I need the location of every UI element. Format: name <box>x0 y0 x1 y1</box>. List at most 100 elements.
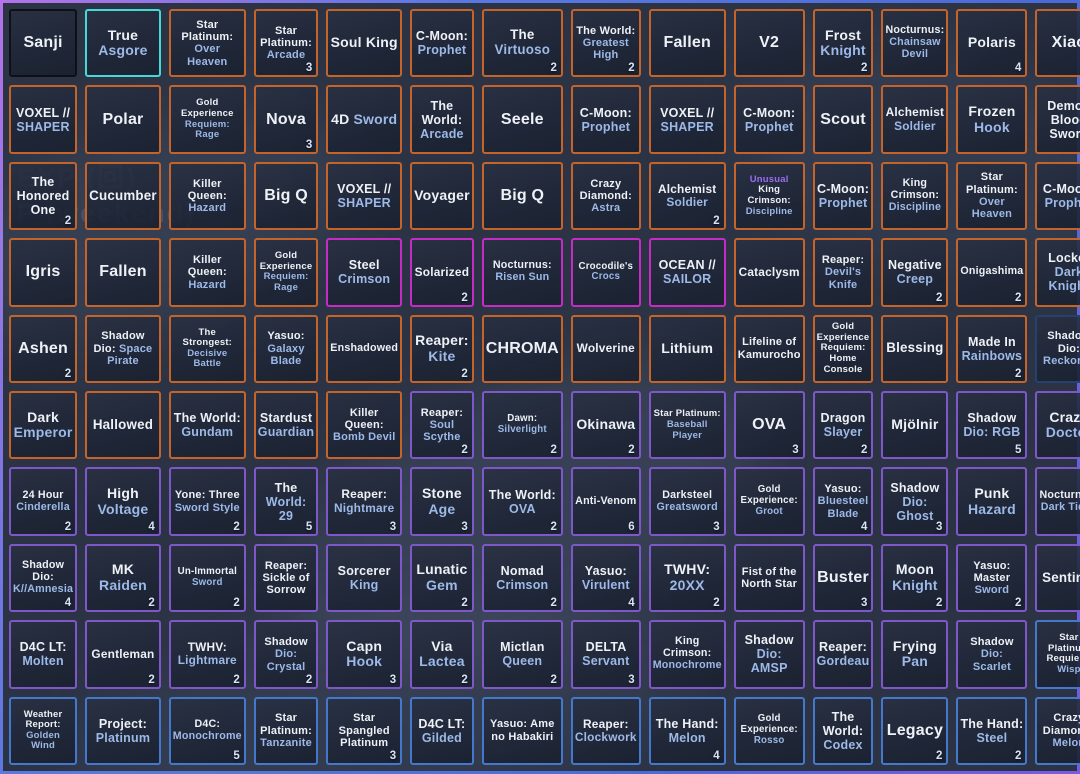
inventory-tile[interactable]: Weather Report: Golden Wind <box>9 696 78 765</box>
inventory-tile[interactable]: DELTA Servant 3 <box>570 620 641 689</box>
inventory-tile[interactable]: Gold Experience Requiem: Rage <box>168 85 246 154</box>
inventory-tile[interactable]: High Voltage 4 <box>85 467 161 536</box>
inventory-tile[interactable]: Yone: Three Sword Style 2 <box>168 467 246 536</box>
inventory-tile[interactable]: Gold Experience: Rosso <box>733 696 805 765</box>
inventory-tile[interactable]: Xiao <box>1035 9 1080 78</box>
inventory-tile[interactable]: Killer Queen: Bomb Devil <box>326 391 403 460</box>
inventory-tile[interactable]: Frost Knight 2 <box>812 9 874 78</box>
inventory-tile[interactable]: Fallen <box>85 238 161 307</box>
inventory-tile[interactable]: King Crimson: Monochrome <box>648 620 726 689</box>
inventory-tile[interactable]: OCEAN // SAILOR <box>648 238 726 307</box>
inventory-tile[interactable]: The World: Codex <box>812 696 874 765</box>
inventory-tile[interactable]: D4C: Monochrome 5 <box>168 696 246 765</box>
inventory-tile[interactable]: 24 Hour Cinderella 2 <box>9 467 78 536</box>
inventory-tile[interactable]: D4C LT: Molten <box>9 620 78 689</box>
inventory-tile[interactable]: Darksteel Greatsword 3 <box>648 467 726 536</box>
inventory-tile[interactable]: Yasuo: Virulent 4 <box>570 543 641 613</box>
inventory-tile[interactable]: VOXEL // SHAPER <box>648 85 726 154</box>
inventory-tile[interactable]: Steel Crimson <box>326 238 403 307</box>
inventory-tile[interactable]: VOXEL // SHAPER <box>9 85 78 154</box>
inventory-tile[interactable]: Lithium <box>648 314 726 383</box>
inventory-tile[interactable]: Blessing <box>881 314 949 383</box>
inventory-tile[interactable]: Star Platinum Requiem: Wisp <box>1035 620 1080 689</box>
inventory-tile[interactable]: Made In Rainbows 2 <box>956 314 1028 383</box>
inventory-tile[interactable]: The Hand: Melon 4 <box>648 696 726 765</box>
inventory-tile[interactable]: Moon Knight 2 <box>881 543 949 613</box>
inventory-tile[interactable]: Nocturnus: Chainsaw Devil <box>881 9 949 78</box>
inventory-tile[interactable]: Project: Platinum <box>85 696 161 765</box>
inventory-tile[interactable]: Killer Queen: Hazard <box>168 238 246 307</box>
inventory-tile[interactable]: C-Moon: Prophet <box>570 85 641 154</box>
inventory-tile[interactable]: Shadow Dio: Space Pirate <box>85 314 161 383</box>
inventory-tile[interactable]: Fist of the North Star <box>733 543 805 613</box>
inventory-tile[interactable]: Crazy Diamond: Astra <box>570 161 641 231</box>
inventory-tile[interactable]: The World: Gundam <box>168 391 246 460</box>
inventory-tile[interactable]: Enshadowed <box>326 314 403 383</box>
inventory-tile[interactable]: Shadow Dio: Ghost 3 <box>881 467 949 536</box>
inventory-tile[interactable]: Cataclysm <box>733 238 805 307</box>
inventory-tile[interactable]: Yasuo: Galaxy Blade <box>253 314 319 383</box>
inventory-tile[interactable]: King Crimson: Discipline <box>881 161 949 231</box>
inventory-tile[interactable]: Capn Hook 3 <box>326 620 403 689</box>
inventory-tile[interactable]: Nomad Crimson 2 <box>481 543 563 613</box>
inventory-tile[interactable]: TWHV: 20XX 2 <box>648 543 726 613</box>
inventory-tile[interactable]: The Virtuoso 2 <box>481 9 563 78</box>
inventory-tile[interactable]: Star Platinum: Baseball Player <box>648 391 726 460</box>
inventory-tile[interactable]: Big Q <box>481 161 563 231</box>
inventory-tile[interactable]: Shadow Dio: RGB 5 <box>956 391 1028 460</box>
inventory-tile[interactable]: Big Q <box>253 161 319 231</box>
inventory-tile[interactable]: Frying Pan <box>881 620 949 689</box>
inventory-tile[interactable]: Lifeline of Kamurocho <box>733 314 805 383</box>
inventory-tile[interactable]: Star Spangled Platinum 3 <box>326 696 403 765</box>
inventory-tile[interactable]: Killer Queen: Hazard <box>168 161 246 231</box>
inventory-tile[interactable]: The World: Arcade <box>410 85 474 154</box>
inventory-tile[interactable]: Fallen <box>648 9 726 78</box>
inventory-tile[interactable]: Hallowed <box>85 391 161 460</box>
inventory-tile[interactable]: C-Moon: Prophet <box>733 85 805 154</box>
inventory-tile[interactable]: Sentinel 3 <box>1035 543 1080 613</box>
inventory-tile[interactable]: Reaper: Nightmare 3 <box>326 467 403 536</box>
inventory-tile[interactable]: Punk Hazard <box>956 467 1028 536</box>
inventory-tile[interactable]: Crazy Doctor 2 <box>1035 391 1080 460</box>
inventory-tile[interactable]: Reaper: Gordeau <box>812 620 874 689</box>
inventory-tile[interactable]: Reaper: Clockwork <box>570 696 641 765</box>
inventory-tile[interactable]: V2 <box>733 9 805 78</box>
inventory-tile[interactable]: Lunatic Gem 2 <box>410 543 474 613</box>
inventory-tile[interactable]: Mictlan Queen 2 <box>481 620 563 689</box>
inventory-tile[interactable]: Wolverine <box>570 314 641 383</box>
inventory-tile[interactable]: Demon Blood Sword <box>1035 85 1080 154</box>
inventory-tile[interactable]: CHROMA <box>481 314 563 383</box>
inventory-tile[interactable]: Yasuo: Ame no Habakiri <box>481 696 563 765</box>
inventory-tile[interactable]: Gold Experience: Groot <box>733 467 805 536</box>
inventory-tile[interactable]: Reaper: Kite 2 <box>410 314 474 383</box>
inventory-tile[interactable]: Legacy 2 <box>881 696 949 765</box>
inventory-tile[interactable]: Shadow Dio: AMSP <box>733 620 805 689</box>
inventory-tile[interactable]: OVA 3 <box>733 391 805 460</box>
inventory-tile[interactable]: D4C LT: Gilded <box>410 696 474 765</box>
inventory-tile[interactable]: Yasuo: Bluesteel Blade 4 <box>812 467 874 536</box>
inventory-tile[interactable]: 4D Sword <box>326 85 403 154</box>
inventory-tile[interactable]: Igris <box>9 238 78 307</box>
inventory-tile[interactable]: C-Moon: Prophet <box>410 9 474 78</box>
inventory-tile[interactable]: Buster 3 <box>812 543 874 613</box>
inventory-tile[interactable]: Negative Creep 2 <box>881 238 949 307</box>
inventory-tile[interactable]: Un-Immortal Sword 2 <box>168 543 246 613</box>
inventory-tile[interactable]: Onigashima 2 <box>956 238 1028 307</box>
inventory-tile[interactable]: Stardust Guardian <box>253 391 319 460</box>
inventory-tile[interactable]: Gold Experience Requiem: Home Console <box>812 314 874 383</box>
inventory-tile[interactable]: True Asgore <box>85 9 161 78</box>
inventory-tile[interactable]: Nocturnus: Dark Tides 2 <box>1035 467 1080 536</box>
inventory-tile[interactable]: The World: Greatest High 2 <box>570 9 641 78</box>
inventory-tile[interactable]: Shadow Dio: Scarlet <box>956 620 1028 689</box>
inventory-tile[interactable]: Crocodile's Crocs <box>570 238 641 307</box>
inventory-tile[interactable]: Scout <box>812 85 874 154</box>
inventory-tile[interactable]: Seele <box>481 85 563 154</box>
inventory-tile[interactable]: Sorcerer King <box>326 543 403 613</box>
inventory-tile[interactable]: Nova 3 <box>253 85 319 154</box>
inventory-tile[interactable]: MK Raiden 2 <box>85 543 161 613</box>
inventory-tile[interactable]: Polar <box>85 85 161 154</box>
inventory-tile[interactable]: Cucumber <box>85 161 161 231</box>
inventory-tile[interactable]: Star Platinum: Over Heaven <box>168 9 246 78</box>
inventory-tile[interactable]: The Hand: Steel 2 <box>956 696 1028 765</box>
inventory-tile[interactable]: Alchemist Soldier <box>881 85 949 154</box>
